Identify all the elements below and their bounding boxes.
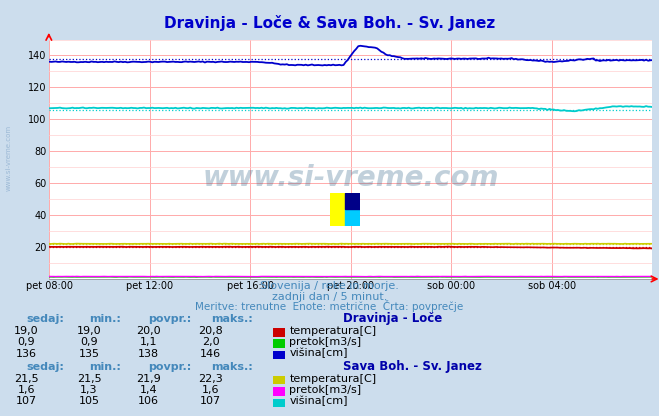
Text: povpr.:: povpr.:	[148, 362, 192, 372]
Text: Dravinja - Loče & Sava Boh. - Sv. Janez: Dravinja - Loče & Sava Boh. - Sv. Janez	[164, 15, 495, 30]
Text: 2,0: 2,0	[202, 337, 219, 347]
Text: 107: 107	[200, 396, 221, 406]
Text: 19,0: 19,0	[76, 326, 101, 336]
Text: Dravinja - Loče: Dravinja - Loče	[343, 312, 442, 325]
Text: 0,9: 0,9	[80, 337, 98, 347]
Text: 138: 138	[138, 349, 159, 359]
Text: 20,0: 20,0	[136, 326, 161, 336]
Text: min.:: min.:	[89, 314, 121, 324]
Text: 21,9: 21,9	[136, 374, 161, 384]
Text: 106: 106	[138, 396, 159, 406]
Text: 135: 135	[78, 349, 100, 359]
Text: višina[cm]: višina[cm]	[289, 348, 348, 359]
Text: temperatura[C]: temperatura[C]	[289, 374, 376, 384]
Text: Sava Boh. - Sv. Janez: Sava Boh. - Sv. Janez	[343, 360, 482, 373]
Text: 19,0: 19,0	[14, 326, 39, 336]
Text: Meritve: trenutne  Enote: metrične  Črta: povprečje: Meritve: trenutne Enote: metrične Črta: …	[195, 300, 464, 312]
Text: povpr.:: povpr.:	[148, 314, 192, 324]
Text: 107: 107	[16, 396, 37, 406]
Text: 1,6: 1,6	[202, 385, 219, 395]
Text: 22,3: 22,3	[198, 374, 223, 384]
Text: 105: 105	[78, 396, 100, 406]
Text: 21,5: 21,5	[14, 374, 39, 384]
Text: temperatura[C]: temperatura[C]	[289, 326, 376, 336]
Text: 0,9: 0,9	[18, 337, 35, 347]
Text: 21,5: 21,5	[76, 374, 101, 384]
Text: www.si-vreme.com: www.si-vreme.com	[5, 125, 12, 191]
Text: 1,4: 1,4	[140, 385, 157, 395]
Text: zadnji dan / 5 minut.: zadnji dan / 5 minut.	[272, 292, 387, 302]
Text: sedaj:: sedaj:	[26, 362, 64, 372]
Text: www.si-vreme.com: www.si-vreme.com	[203, 164, 499, 192]
Text: pretok[m3/s]: pretok[m3/s]	[289, 337, 361, 347]
Text: 136: 136	[16, 349, 37, 359]
Text: maks.:: maks.:	[211, 314, 252, 324]
Text: maks.:: maks.:	[211, 362, 252, 372]
Text: 146: 146	[200, 349, 221, 359]
Text: 1,6: 1,6	[18, 385, 35, 395]
Bar	[345, 209, 360, 226]
Bar	[345, 193, 360, 209]
Text: 1,3: 1,3	[80, 385, 98, 395]
Text: pretok[m3/s]: pretok[m3/s]	[289, 385, 361, 395]
Text: min.:: min.:	[89, 362, 121, 372]
Text: sedaj:: sedaj:	[26, 314, 64, 324]
Text: višina[cm]: višina[cm]	[289, 396, 348, 406]
Text: 1,1: 1,1	[140, 337, 157, 347]
Text: 20,8: 20,8	[198, 326, 223, 336]
Bar	[330, 193, 345, 226]
Text: Slovenija / reke in morje.: Slovenija / reke in morje.	[260, 281, 399, 291]
